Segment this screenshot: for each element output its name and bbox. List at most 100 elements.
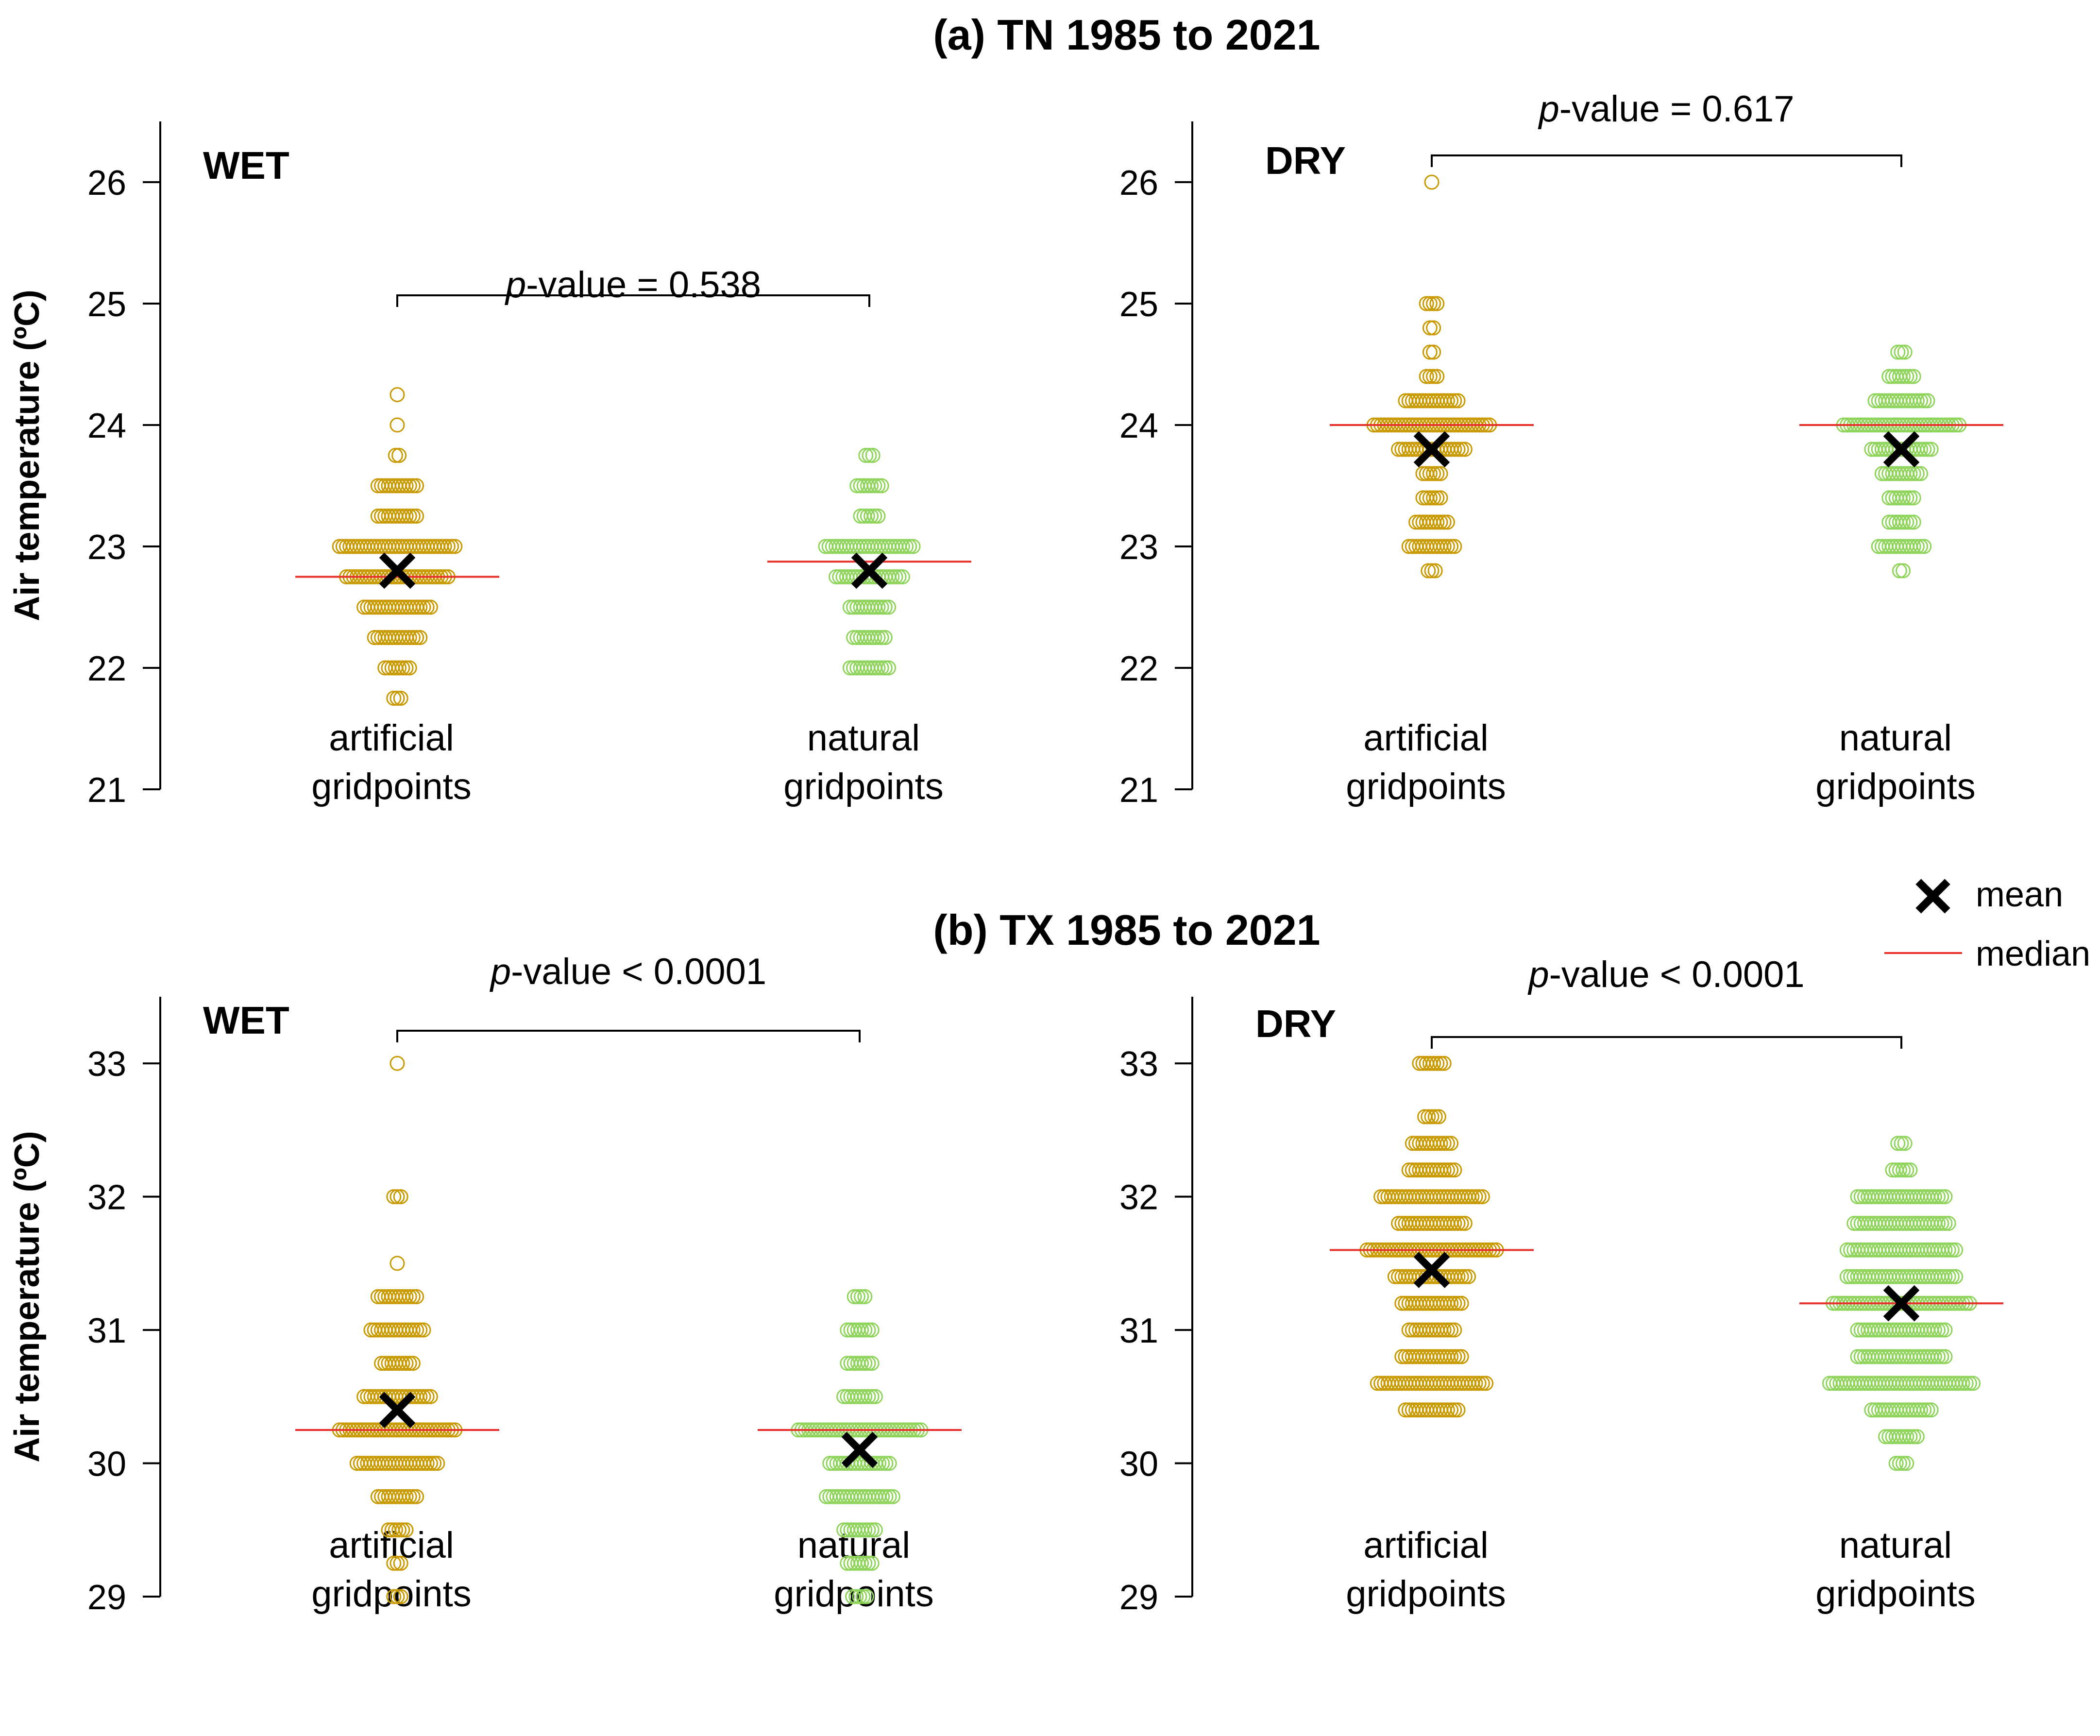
- data-point: [1457, 1269, 1473, 1284]
- panel-tx-dry: 29 30 31 32 33 DRY p-value < 0.0001 artificial g…: [1119, 954, 2003, 1617]
- y-tick-label: 32: [87, 1178, 126, 1217]
- data-point: [405, 478, 421, 494]
- legend-mean-label: mean: [1976, 875, 2063, 914]
- data-point: [1937, 1242, 1953, 1258]
- data-point: [888, 569, 903, 584]
- data-point: [409, 1322, 424, 1338]
- data-point: [1478, 1376, 1494, 1391]
- data-point: [1426, 369, 1441, 384]
- series-natural: [1799, 1136, 2003, 1471]
- data-point: [1937, 1322, 1953, 1338]
- data-point: [1440, 1322, 1455, 1338]
- data-point: [877, 660, 893, 676]
- legend-median-label: median: [1976, 935, 2090, 973]
- data-point: [412, 1322, 428, 1338]
- data-point: [1934, 1216, 1949, 1231]
- data-point: [1902, 466, 1918, 481]
- data-point: [1422, 296, 1438, 311]
- data-point: [891, 569, 907, 584]
- data-point: [1899, 369, 1914, 384]
- data-point: [1433, 514, 1448, 530]
- y-tick-label: 32: [1119, 1178, 1158, 1217]
- data-point: [862, 448, 877, 463]
- data-point: [398, 1289, 414, 1304]
- data-point: [416, 1389, 431, 1404]
- data-point: [1419, 369, 1434, 384]
- data-point: [1436, 539, 1452, 554]
- data-point: [1944, 1269, 1960, 1284]
- data-point: [870, 599, 886, 615]
- data-point: [1424, 1109, 1440, 1124]
- data-point: [864, 1322, 880, 1338]
- panels: 21 22 23 24 25 26 Air temperature (ºC) WET p-val…: [8, 88, 2003, 1617]
- data-point: [402, 509, 417, 524]
- section-title-b: (b) TX 1985 to 2021: [933, 906, 1320, 954]
- data-point: [861, 1389, 876, 1404]
- data-point: [1471, 1189, 1487, 1205]
- data-point: [874, 599, 889, 615]
- p-value-label: p-value < 0.0001: [1527, 954, 1804, 995]
- data-point: [1934, 1349, 1949, 1364]
- data-point: [1902, 1429, 1918, 1445]
- data-point: [1426, 344, 1441, 360]
- panel-label: WET: [203, 999, 289, 1042]
- data-point: [1920, 442, 1935, 457]
- data-point: [405, 630, 421, 645]
- data-point: [1948, 1242, 1964, 1258]
- data-point: [1934, 1189, 1949, 1205]
- y-axis-title: Air temperature (ºC): [8, 1131, 47, 1462]
- data-point: [391, 448, 407, 463]
- data-point: [1424, 174, 1440, 190]
- data-point: [1433, 490, 1448, 506]
- data-point: [881, 599, 897, 615]
- data-point: [1419, 296, 1434, 311]
- data-point: [1457, 1216, 1473, 1231]
- data-point: [895, 539, 910, 554]
- data-point: [1450, 1216, 1466, 1231]
- data-point: [412, 599, 428, 615]
- data-point: [1440, 514, 1455, 530]
- mean-marker: [841, 1431, 878, 1468]
- series-artificial: [295, 387, 499, 706]
- data-point: [867, 630, 882, 645]
- data-point: [1443, 1349, 1459, 1364]
- data-point: [393, 1555, 408, 1571]
- y-tick-label: 30: [1119, 1445, 1158, 1484]
- data-point: [1447, 1322, 1462, 1338]
- data-point: [1892, 1456, 1907, 1471]
- data-point: [1454, 1295, 1469, 1311]
- data-point: [1422, 344, 1438, 360]
- mean-marker: [1883, 431, 1920, 468]
- data-point: [1923, 1402, 1939, 1418]
- data-point: [412, 630, 428, 645]
- significance-bracket: [396, 1030, 861, 1042]
- data-point: [1906, 466, 1921, 481]
- data-point: [423, 1456, 438, 1471]
- data-point: [1962, 1376, 1977, 1391]
- data-point: [864, 509, 879, 524]
- data-point: [395, 1522, 410, 1538]
- data-point: [390, 1055, 405, 1071]
- data-point: [1916, 1402, 1932, 1418]
- data-point: [1429, 1055, 1445, 1071]
- data-point: [870, 509, 886, 524]
- data-point: [1899, 1162, 1914, 1178]
- data-point: [1443, 393, 1459, 408]
- data-point: [1422, 320, 1438, 336]
- data-point: [1433, 466, 1448, 481]
- p-value-label: p-value = 0.538: [505, 264, 761, 306]
- data-point: [398, 1356, 414, 1371]
- data-point: [1897, 344, 1913, 360]
- data-point: [402, 1289, 417, 1304]
- data-point: [390, 417, 405, 433]
- data-point: [884, 569, 900, 584]
- data-point: [423, 599, 438, 615]
- data-point: [409, 1289, 424, 1304]
- data-point: [858, 448, 874, 463]
- data-point: [391, 1522, 407, 1538]
- data-point: [388, 1522, 403, 1538]
- data-point: [426, 1456, 442, 1471]
- data-point: [1913, 393, 1929, 408]
- y-tick-label: 25: [1119, 285, 1158, 324]
- data-point: [416, 1322, 431, 1338]
